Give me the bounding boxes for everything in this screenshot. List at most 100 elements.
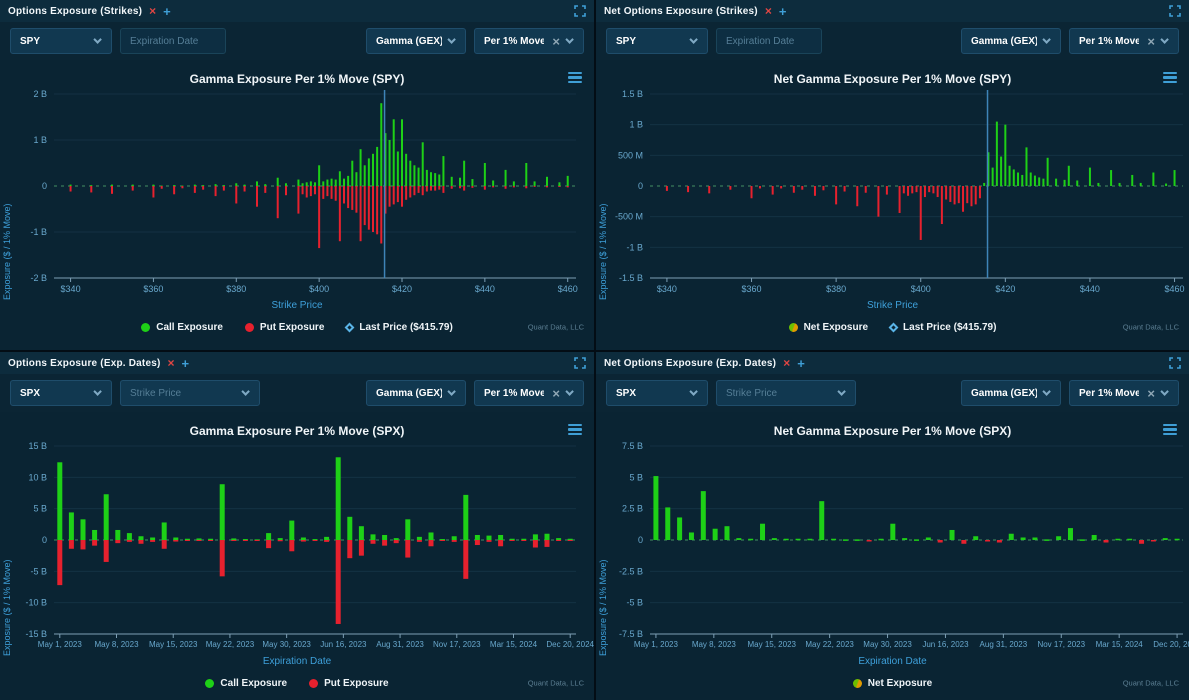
mode-select[interactable]: Per 1% Move × <box>1069 380 1179 406</box>
svg-text:10 B: 10 B <box>28 472 47 482</box>
chevron-down-icon <box>93 387 102 396</box>
chevron-down-icon <box>1042 35 1051 44</box>
chart-title-row: Net Gamma Exposure Per 1% Move (SPY) <box>596 60 1189 86</box>
ticker-select[interactable]: SPX <box>10 380 112 406</box>
legend-label: Last Price ($415.79) <box>903 321 997 333</box>
x-axis-title: Expiration Date <box>858 656 927 667</box>
mode-value: Per 1% Move <box>1079 35 1140 47</box>
legend-item[interactable]: Net Exposure <box>788 322 868 333</box>
svg-text:0: 0 <box>638 181 643 191</box>
svg-text:$400: $400 <box>309 284 329 294</box>
legend-item[interactable]: Last Price ($415.79) <box>344 322 453 333</box>
clear-icon[interactable]: × <box>1147 33 1155 49</box>
legend-label: Put Exposure <box>259 321 325 333</box>
legend-item[interactable]: Call Exposure <box>141 322 223 333</box>
chevron-down-icon <box>837 387 846 396</box>
clear-icon[interactable]: × <box>552 385 560 401</box>
close-tab-icon[interactable]: × <box>149 4 157 18</box>
close-tab-icon[interactable]: × <box>783 356 791 370</box>
metric-select[interactable]: Gamma (GEX) <box>961 28 1061 54</box>
add-tab-icon[interactable]: + <box>797 355 805 371</box>
svg-text:$360: $360 <box>742 284 762 294</box>
panel-toolbar: SPX Strike Price Gamma (GEX) Per 1% Move… <box>0 374 594 412</box>
filter-input[interactable] <box>726 35 812 47</box>
chart-plot[interactable]: 1.5 B 1 B 500 M 0 -500 M -1 B -1.5 B $340 $360 $3… <box>596 86 1189 300</box>
chart-title-row: Gamma Exposure Per 1% Move (SPY) <box>0 60 594 86</box>
mode-select[interactable]: Per 1% Move × <box>474 28 584 54</box>
expand-icon[interactable] <box>574 357 586 369</box>
svg-text:$440: $440 <box>475 284 495 294</box>
ticker-select[interactable]: SPY <box>606 28 708 54</box>
svg-text:$400: $400 <box>911 284 931 294</box>
chart-plot[interactable]: 2 B 1 B 0 -1 B -2 B $340 $360 $380 $400 $420 $440 $… <box>0 86 594 300</box>
legend-label: Call Exposure <box>156 321 223 333</box>
svg-text:Mar 15, 2024: Mar 15, 2024 <box>490 640 538 649</box>
svg-text:2 B: 2 B <box>33 89 47 99</box>
legend-row: Net Exposure Last Price ($415.79) Quant D… <box>596 314 1189 340</box>
svg-text:-15 B: -15 B <box>25 629 47 639</box>
filter-select-control[interactable]: Strike Price <box>120 380 260 406</box>
filter-input-control[interactable] <box>716 28 822 54</box>
legend-item[interactable]: Put Exposure <box>309 677 389 689</box>
ticker-select[interactable]: SPY <box>10 28 112 54</box>
chart-legend: Call Exposure Put Exposure Last Price ($41… <box>141 322 453 333</box>
legend-item[interactable]: Put Exposure <box>244 321 325 333</box>
close-tab-icon[interactable]: × <box>167 356 175 370</box>
add-tab-icon[interactable]: + <box>181 355 190 371</box>
y-axis-title: Exposure ($ / 1% Move) <box>598 559 608 656</box>
chart-menu-icon[interactable] <box>568 423 582 435</box>
legend-item[interactable]: Net Exposure <box>852 678 932 689</box>
clear-icon[interactable]: × <box>1147 385 1155 401</box>
add-tab-icon[interactable]: + <box>778 3 787 19</box>
chart-menu-icon[interactable] <box>1163 423 1177 435</box>
legend-label: Call Exposure <box>220 677 288 689</box>
svg-text:-5 B: -5 B <box>30 566 47 576</box>
close-tab-icon[interactable]: × <box>764 4 772 18</box>
svg-text:Mar 15, 2024: Mar 15, 2024 <box>1096 640 1144 649</box>
filter-input-control[interactable] <box>120 28 226 54</box>
legend-label: Put Exposure <box>324 677 389 689</box>
ticker-value: SPX <box>616 387 637 399</box>
panel-tab-title: Options Exposure (Strikes) <box>8 5 143 17</box>
svg-text:May 30, 2023: May 30, 2023 <box>863 640 912 649</box>
legend-item[interactable]: Call Exposure <box>205 678 287 689</box>
legend-item[interactable]: Last Price ($415.79) <box>888 321 997 333</box>
filter-select-control[interactable]: Strike Price <box>716 380 856 406</box>
expand-icon[interactable] <box>574 5 586 17</box>
mode-select[interactable]: Per 1% Move × <box>474 380 584 406</box>
svg-text:$340: $340 <box>61 284 81 294</box>
mode-value: Per 1% Move <box>484 387 545 399</box>
panel-header: Options Exposure (Strikes) × + <box>0 0 594 22</box>
metric-select[interactable]: Gamma (GEX) <box>366 28 466 54</box>
clear-icon[interactable]: × <box>552 33 560 49</box>
expand-icon[interactable] <box>1169 5 1181 17</box>
filter-placeholder: Strike Price <box>130 387 182 399</box>
chart-title-row: Net Gamma Exposure Per 1% Move (SPX) <box>596 412 1189 438</box>
metric-select[interactable]: Gamma (GEX) <box>366 380 466 406</box>
ticker-select[interactable]: SPX <box>606 380 708 406</box>
chart-menu-icon[interactable] <box>1163 71 1177 83</box>
add-tab-icon[interactable]: + <box>163 3 171 19</box>
filter-input[interactable] <box>130 35 216 47</box>
panel-toolbar: SPX Strike Price Gamma (GEX) Per 1% Move… <box>596 374 1189 412</box>
chart-menu-icon[interactable] <box>568 71 582 83</box>
svg-text:500 M: 500 M <box>618 150 643 160</box>
chart-title: Net Gamma Exposure Per 1% Move (SPY) <box>773 72 1012 86</box>
svg-text:Aug 31, 2023: Aug 31, 2023 <box>376 640 424 649</box>
y-axis-title: Exposure ($ / 1% Move) <box>2 203 12 300</box>
metric-value: Gamma (GEX) <box>971 35 1037 47</box>
svg-text:-1 B: -1 B <box>30 227 47 237</box>
plot-row: Exposure ($ / 1% Move) 7.5 B 5 B 2.5 B 0 -2.… <box>596 438 1189 656</box>
expand-icon[interactable] <box>1169 357 1181 369</box>
mode-select[interactable]: Per 1% Move × <box>1069 28 1179 54</box>
panel: Options Exposure (Exp. Dates) × + SPX St… <box>0 352 594 700</box>
panel: Net Options Exposure (Exp. Dates) × + SP… <box>596 352 1189 700</box>
legend-row: Call Exposure Put Exposure Last Price ($41… <box>0 314 594 340</box>
metric-select[interactable]: Gamma (GEX) <box>961 380 1061 406</box>
chart-legend: Net Exposure <box>852 678 932 689</box>
panel-tab-title: Net Options Exposure (Strikes) <box>604 5 758 17</box>
svg-text:Aug 31, 2023: Aug 31, 2023 <box>980 640 1028 649</box>
chevron-down-icon <box>93 35 102 44</box>
